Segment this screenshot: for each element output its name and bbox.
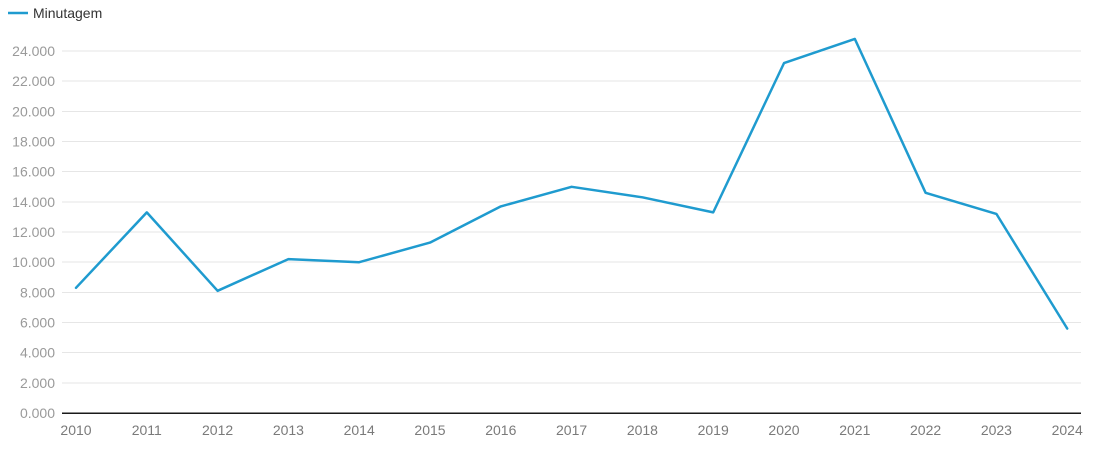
x-tick-label: 2013 bbox=[273, 422, 304, 438]
x-tick-label: 2020 bbox=[768, 422, 799, 438]
data-point[interactable] bbox=[353, 256, 365, 268]
x-tick-label: 2011 bbox=[132, 422, 162, 438]
data-point[interactable] bbox=[141, 206, 153, 218]
data-point[interactable] bbox=[495, 200, 507, 212]
grid-lines bbox=[62, 50, 1081, 384]
data-point[interactable] bbox=[990, 208, 1002, 220]
data-point[interactable] bbox=[424, 237, 436, 249]
x-tick-label: 2016 bbox=[485, 422, 516, 438]
data-point[interactable] bbox=[707, 206, 719, 218]
x-tick-label: 2018 bbox=[627, 422, 658, 438]
y-tick-label: 4.000 bbox=[20, 345, 55, 361]
x-tick-label: 2024 bbox=[1052, 422, 1083, 438]
y-tick-label: 8.000 bbox=[20, 284, 55, 300]
y-tick-label: 10.000 bbox=[12, 254, 55, 270]
x-tick-label: 2023 bbox=[981, 422, 1012, 438]
x-tick-label: 2014 bbox=[344, 422, 375, 438]
y-axis: 0.000 2.000 4.000 6.000 8.000 10.000 12.000 14.… bbox=[12, 43, 55, 421]
series-line-minutagem bbox=[74, 37, 1069, 330]
x-tick-label: 2022 bbox=[910, 422, 941, 438]
data-point[interactable] bbox=[566, 181, 578, 193]
y-tick-label: 2.000 bbox=[20, 375, 55, 391]
x-tick-label: 2012 bbox=[202, 422, 233, 438]
y-tick-label: 6.000 bbox=[20, 315, 55, 331]
series-minutagem bbox=[70, 33, 1073, 335]
y-tick-label: 18.000 bbox=[12, 134, 55, 150]
x-tick-label: 2021 bbox=[839, 422, 870, 438]
data-point[interactable] bbox=[212, 285, 224, 297]
legend-label-minutagem: Minutagem bbox=[33, 5, 102, 21]
data-point[interactable] bbox=[282, 253, 294, 265]
x-tick-label: 2010 bbox=[60, 422, 91, 438]
data-point[interactable] bbox=[920, 187, 932, 199]
y-tick-label: 0.000 bbox=[20, 405, 55, 421]
y-tick-label: 14.000 bbox=[12, 194, 55, 210]
y-tick-label: 22.000 bbox=[12, 73, 55, 89]
x-tick-label: 2017 bbox=[556, 422, 587, 438]
data-point[interactable] bbox=[778, 57, 790, 69]
x-axis: 2010 2011 2012 2013 2014 2015 2016 2017 2018 2019… bbox=[60, 422, 1083, 438]
y-tick-label: 12.000 bbox=[12, 224, 55, 240]
y-tick-label: 24.000 bbox=[12, 43, 55, 59]
y-tick-label: 16.000 bbox=[12, 164, 55, 180]
x-tick-label: 2019 bbox=[698, 422, 729, 438]
data-point[interactable] bbox=[70, 282, 82, 294]
y-tick-label: 20.000 bbox=[12, 103, 55, 119]
data-point[interactable] bbox=[636, 191, 648, 203]
data-point[interactable] bbox=[1061, 323, 1073, 335]
x-tick-label: 2015 bbox=[414, 422, 445, 438]
data-point[interactable] bbox=[849, 33, 861, 45]
legend[interactable]: Minutagem bbox=[8, 5, 102, 21]
